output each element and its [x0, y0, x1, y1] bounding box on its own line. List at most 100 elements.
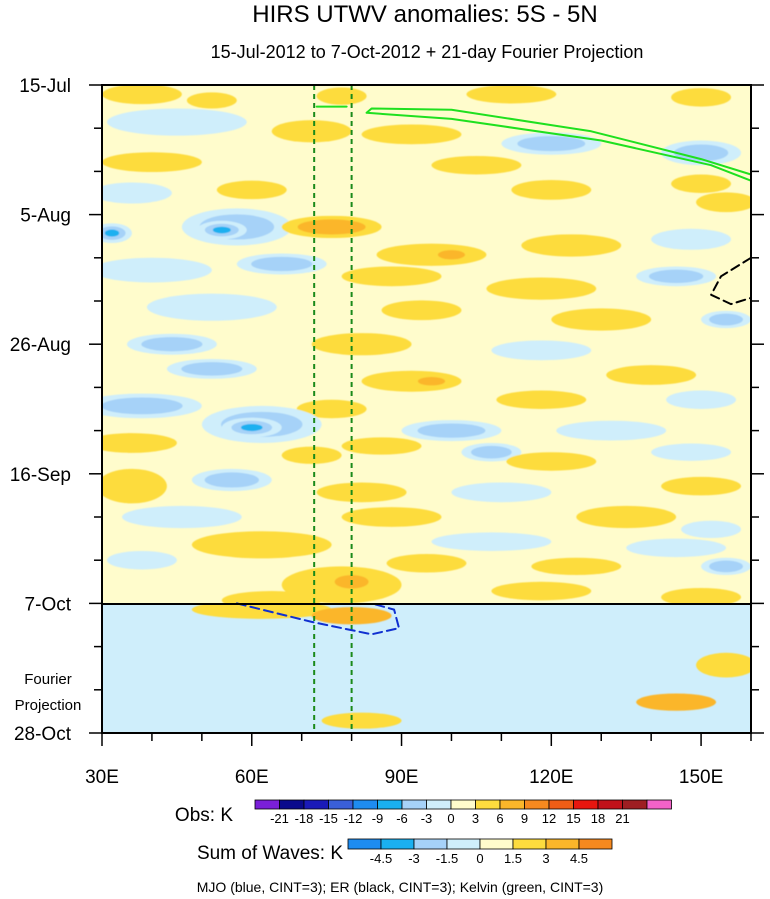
obs-legend-swatch	[524, 799, 550, 810]
anomaly-patch	[281, 446, 342, 464]
obs-legend-swatch	[254, 799, 280, 810]
anomaly-patch	[240, 423, 263, 432]
anomaly-patch	[297, 219, 366, 235]
y-tick-label: 28-Oct	[14, 724, 72, 745]
obs-legend-swatch	[401, 799, 427, 810]
anomaly-patch	[661, 476, 742, 496]
anomaly-patch	[102, 85, 182, 105]
obs-legend-tick-label: -12	[344, 811, 363, 826]
anomaly-patch	[316, 87, 367, 105]
obs-legend-tick-label: 18	[591, 811, 605, 826]
anomaly-patch	[466, 85, 557, 104]
anomaly-patch	[531, 557, 622, 576]
anomaly-patch	[341, 507, 442, 527]
anomaly-patch	[517, 136, 586, 152]
anomaly-patch	[341, 437, 422, 455]
obs-legend-tick-label: -18	[295, 811, 314, 826]
anomaly-patch	[311, 333, 412, 356]
chart-title: HIRS UTWV anomalies: 5S - 5N	[252, 1, 597, 28]
obs-legend-swatch	[450, 799, 476, 810]
projection-patch	[311, 607, 392, 625]
obs-legend-swatch	[475, 799, 501, 810]
anomaly-patch	[671, 88, 732, 107]
anomaly-patch	[121, 505, 242, 529]
obs-legend-swatch	[646, 799, 672, 810]
waves-legend-tick-label: 3	[542, 851, 549, 866]
anomaly-patch	[651, 443, 732, 461]
y-tick-label: 15-Jul	[19, 76, 71, 97]
obs-legend-tick-label: 9	[521, 811, 528, 826]
waves-legend-swatch	[512, 838, 547, 850]
anomaly-patch	[102, 468, 167, 504]
waves-legend-tick-label: -3	[408, 851, 420, 866]
waves-legend-tick-label: 0	[476, 851, 483, 866]
projection-patch	[696, 652, 751, 678]
anomaly-patch	[431, 155, 522, 175]
obs-legend-label: Obs: K	[175, 805, 233, 826]
obs-legend-tick-label: -3	[421, 811, 433, 826]
obs-legend-swatch	[548, 799, 574, 810]
anomaly-patch	[471, 445, 512, 459]
y-tick-label: 26-Aug	[10, 335, 71, 356]
waves-legend-swatch	[578, 838, 613, 850]
anomaly-patch	[451, 482, 552, 503]
waves-legend-swatch	[545, 838, 580, 850]
anomaly-patch	[221, 591, 322, 604]
obs-legend-tick-label: -21	[270, 811, 289, 826]
waves-legend-tick-label: -4.5	[370, 851, 392, 866]
anomaly-patch	[417, 377, 446, 386]
obs-legend-swatch	[597, 799, 623, 810]
anomaly-patch	[506, 452, 597, 471]
anomaly-patch	[431, 532, 552, 551]
anomaly-patch	[316, 482, 407, 503]
obs-legend-swatch	[426, 799, 452, 810]
anomaly-patch	[673, 144, 729, 162]
y-tick-label: 5-Aug	[20, 206, 71, 227]
obs-legend-tick-label: 0	[447, 811, 454, 826]
anomaly-patch	[251, 256, 313, 272]
obs-legend-tick-label: 6	[496, 811, 503, 826]
anomaly-patch	[576, 505, 677, 529]
anomaly-patch	[191, 531, 332, 559]
anomaly-patch	[681, 520, 742, 538]
obs-legend-swatch	[573, 799, 599, 810]
waves-legend-tick-label: 4.5	[570, 851, 588, 866]
obs-legend-tick-label: 15	[566, 811, 580, 826]
obs-legend-tick-label: -6	[396, 811, 408, 826]
anomaly-patch	[551, 308, 652, 331]
projection-label-line2: Projection	[15, 697, 82, 714]
anomaly-patch	[709, 560, 744, 573]
anomaly-patch	[271, 120, 352, 143]
obs-legend-swatch	[377, 799, 403, 810]
obs-legend-swatch	[352, 799, 378, 810]
plot-frame	[101, 84, 752, 734]
obs-legend-tick-label: -15	[319, 811, 338, 826]
anomaly-patch	[437, 250, 466, 260]
anomaly-patch	[212, 226, 231, 234]
anomaly-patch	[141, 337, 203, 352]
anomaly-patch	[361, 124, 462, 145]
anomaly-patch	[181, 362, 243, 376]
anomaly-patch	[102, 257, 212, 283]
waves-legend-swatch	[446, 838, 481, 850]
anomaly-patch	[186, 92, 237, 109]
x-tick-label: 30E	[85, 767, 119, 788]
obs-legend-swatch	[622, 799, 648, 810]
obs-legend-tick-label: 12	[542, 811, 556, 826]
projection-label-line1: Fourier	[24, 671, 72, 688]
anomaly-patch	[511, 180, 592, 200]
anomaly-patch	[102, 397, 183, 415]
anomaly-patch	[556, 420, 667, 441]
waves-legend-swatch	[347, 838, 382, 850]
waves-legend-label: Sum of Waves: K	[197, 843, 343, 864]
obs-legend-swatch	[279, 799, 305, 810]
anomaly-patch	[386, 554, 467, 573]
obs-legend-swatch	[499, 799, 525, 810]
waves-legend-swatch	[479, 838, 514, 850]
anomaly-patch	[417, 423, 486, 438]
anomaly-patch	[102, 152, 202, 173]
projection-patch	[321, 712, 402, 729]
x-tick-label: 150E	[679, 767, 723, 788]
waves-legend-swatch	[413, 838, 448, 850]
